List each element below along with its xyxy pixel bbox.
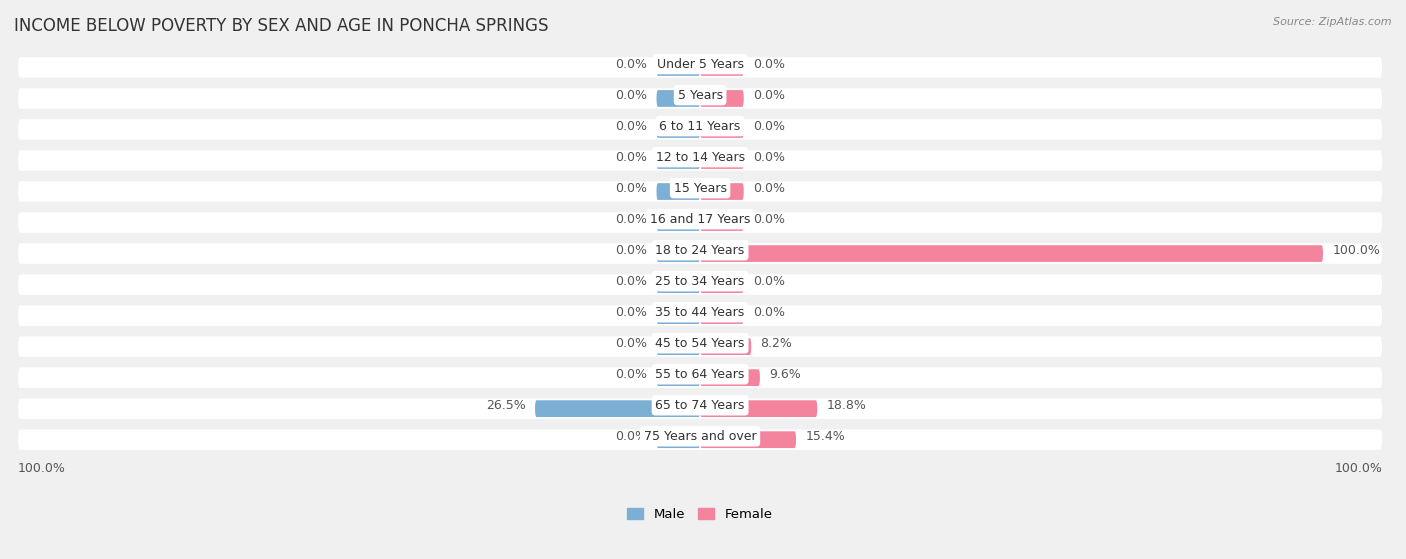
Text: 5 Years: 5 Years xyxy=(678,88,723,102)
Text: 65 to 74 Years: 65 to 74 Years xyxy=(655,399,745,412)
Text: 0.0%: 0.0% xyxy=(616,430,647,443)
Text: 0.0%: 0.0% xyxy=(754,306,785,319)
FancyBboxPatch shape xyxy=(700,152,744,169)
Text: 0.0%: 0.0% xyxy=(616,150,647,164)
Text: 0.0%: 0.0% xyxy=(616,182,647,195)
FancyBboxPatch shape xyxy=(18,367,1382,388)
FancyBboxPatch shape xyxy=(657,369,700,386)
Text: 0.0%: 0.0% xyxy=(616,274,647,288)
FancyBboxPatch shape xyxy=(700,214,744,231)
FancyBboxPatch shape xyxy=(700,121,744,138)
Text: 8.2%: 8.2% xyxy=(761,337,793,350)
Text: 55 to 64 Years: 55 to 64 Years xyxy=(655,368,745,381)
FancyBboxPatch shape xyxy=(657,183,700,200)
FancyBboxPatch shape xyxy=(18,150,1382,170)
FancyBboxPatch shape xyxy=(657,59,700,76)
Text: 9.6%: 9.6% xyxy=(769,368,801,381)
Text: 16 and 17 Years: 16 and 17 Years xyxy=(650,212,751,226)
FancyBboxPatch shape xyxy=(18,274,1382,295)
Text: 26.5%: 26.5% xyxy=(486,399,526,412)
Text: 35 to 44 Years: 35 to 44 Years xyxy=(655,306,745,319)
Text: 0.0%: 0.0% xyxy=(616,337,647,350)
FancyBboxPatch shape xyxy=(18,305,1382,326)
Text: 18 to 24 Years: 18 to 24 Years xyxy=(655,244,745,257)
Text: 0.0%: 0.0% xyxy=(616,306,647,319)
FancyBboxPatch shape xyxy=(536,400,700,417)
Text: 0.0%: 0.0% xyxy=(754,150,785,164)
FancyBboxPatch shape xyxy=(657,245,700,262)
Text: 6 to 11 Years: 6 to 11 Years xyxy=(659,120,741,132)
FancyBboxPatch shape xyxy=(657,338,700,355)
FancyBboxPatch shape xyxy=(700,183,744,200)
Text: 15.4%: 15.4% xyxy=(806,430,845,443)
Text: 0.0%: 0.0% xyxy=(616,88,647,102)
Text: 0.0%: 0.0% xyxy=(754,58,785,70)
FancyBboxPatch shape xyxy=(657,152,700,169)
Text: 100.0%: 100.0% xyxy=(1334,462,1382,475)
FancyBboxPatch shape xyxy=(700,432,796,448)
FancyBboxPatch shape xyxy=(18,429,1382,450)
FancyBboxPatch shape xyxy=(700,245,1323,262)
FancyBboxPatch shape xyxy=(657,121,700,138)
FancyBboxPatch shape xyxy=(657,276,700,293)
Text: Source: ZipAtlas.com: Source: ZipAtlas.com xyxy=(1274,17,1392,27)
FancyBboxPatch shape xyxy=(700,59,744,76)
FancyBboxPatch shape xyxy=(18,212,1382,233)
FancyBboxPatch shape xyxy=(700,369,759,386)
Text: 25 to 34 Years: 25 to 34 Years xyxy=(655,274,745,288)
FancyBboxPatch shape xyxy=(18,243,1382,264)
FancyBboxPatch shape xyxy=(700,400,817,417)
Text: 0.0%: 0.0% xyxy=(754,274,785,288)
Text: 0.0%: 0.0% xyxy=(616,120,647,132)
Text: 100.0%: 100.0% xyxy=(18,462,66,475)
FancyBboxPatch shape xyxy=(700,307,744,324)
FancyBboxPatch shape xyxy=(18,88,1382,108)
Text: 12 to 14 Years: 12 to 14 Years xyxy=(655,150,745,164)
Text: 0.0%: 0.0% xyxy=(754,120,785,132)
FancyBboxPatch shape xyxy=(18,337,1382,357)
Text: 0.0%: 0.0% xyxy=(616,244,647,257)
FancyBboxPatch shape xyxy=(700,338,751,355)
Legend: Male, Female: Male, Female xyxy=(627,508,773,522)
FancyBboxPatch shape xyxy=(657,432,700,448)
Text: INCOME BELOW POVERTY BY SEX AND AGE IN PONCHA SPRINGS: INCOME BELOW POVERTY BY SEX AND AGE IN P… xyxy=(14,17,548,35)
Text: 0.0%: 0.0% xyxy=(616,212,647,226)
Text: 0.0%: 0.0% xyxy=(616,368,647,381)
Text: 15 Years: 15 Years xyxy=(673,182,727,195)
Text: 75 Years and over: 75 Years and over xyxy=(644,430,756,443)
Text: 0.0%: 0.0% xyxy=(616,58,647,70)
Text: Under 5 Years: Under 5 Years xyxy=(657,58,744,70)
FancyBboxPatch shape xyxy=(18,57,1382,78)
Text: 0.0%: 0.0% xyxy=(754,88,785,102)
Text: 18.8%: 18.8% xyxy=(827,399,866,412)
FancyBboxPatch shape xyxy=(700,90,744,107)
FancyBboxPatch shape xyxy=(657,214,700,231)
FancyBboxPatch shape xyxy=(657,90,700,107)
FancyBboxPatch shape xyxy=(18,399,1382,419)
Text: 0.0%: 0.0% xyxy=(754,182,785,195)
Text: 0.0%: 0.0% xyxy=(754,212,785,226)
FancyBboxPatch shape xyxy=(657,307,700,324)
FancyBboxPatch shape xyxy=(700,276,744,293)
Text: 100.0%: 100.0% xyxy=(1333,244,1381,257)
FancyBboxPatch shape xyxy=(18,119,1382,140)
FancyBboxPatch shape xyxy=(18,181,1382,202)
Text: 45 to 54 Years: 45 to 54 Years xyxy=(655,337,745,350)
